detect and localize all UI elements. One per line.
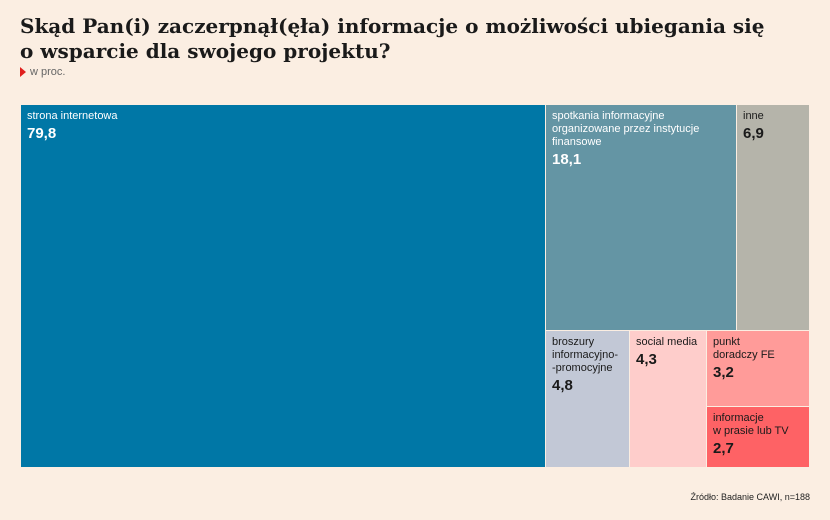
treemap-tile: broszury informacyjno- -promocyjne 4,8 — [546, 331, 630, 468]
tile-label: informacje w prasie lub TV — [713, 412, 789, 437]
tile-label: broszury informacyjno- -promocyjne — [552, 336, 619, 374]
tile-label: inne — [743, 110, 764, 122]
chart-title: Skąd Pan(i) zaczerpnął(ęła) informacje o… — [20, 14, 765, 63]
tile-value: 2,7 — [713, 440, 734, 457]
tile-value: 3,2 — [713, 364, 734, 381]
treemap-tile: spotkania informacyjne organizowane prze… — [546, 105, 737, 331]
tile-label: spotkania informacyjne organizowane prze… — [552, 110, 700, 148]
treemap-tile: punkt doradczy FE 3,2 — [707, 331, 810, 407]
treemap-tile: social media 4,3 — [630, 331, 707, 468]
tile-value: 79,8 — [27, 125, 57, 142]
unit-label: w proc. — [30, 66, 66, 78]
source-note: Źródło: Badanie CAWI, n=188 — [690, 492, 810, 502]
treemap-tile: inne 6,9 — [737, 105, 810, 331]
triangle-marker-icon — [20, 67, 26, 77]
tile-value: 4,8 — [552, 377, 573, 394]
tile-label: strona internetowa — [27, 110, 118, 122]
tile-label: social media — [636, 336, 698, 348]
tile-value: 6,9 — [743, 125, 764, 142]
chart-subtitle: w proc. — [20, 66, 65, 78]
tile-value: 4,3 — [636, 351, 657, 368]
treemap-tile: strona internetowa 79,8 — [21, 105, 546, 468]
tile-label: punkt doradczy FE — [713, 336, 775, 361]
treemap-tile: informacje w prasie lub TV 2,7 — [707, 407, 810, 468]
tile-value: 18,1 — [552, 151, 582, 168]
treemap: strona internetowa 79,8 spotkania informac… — [21, 105, 810, 468]
